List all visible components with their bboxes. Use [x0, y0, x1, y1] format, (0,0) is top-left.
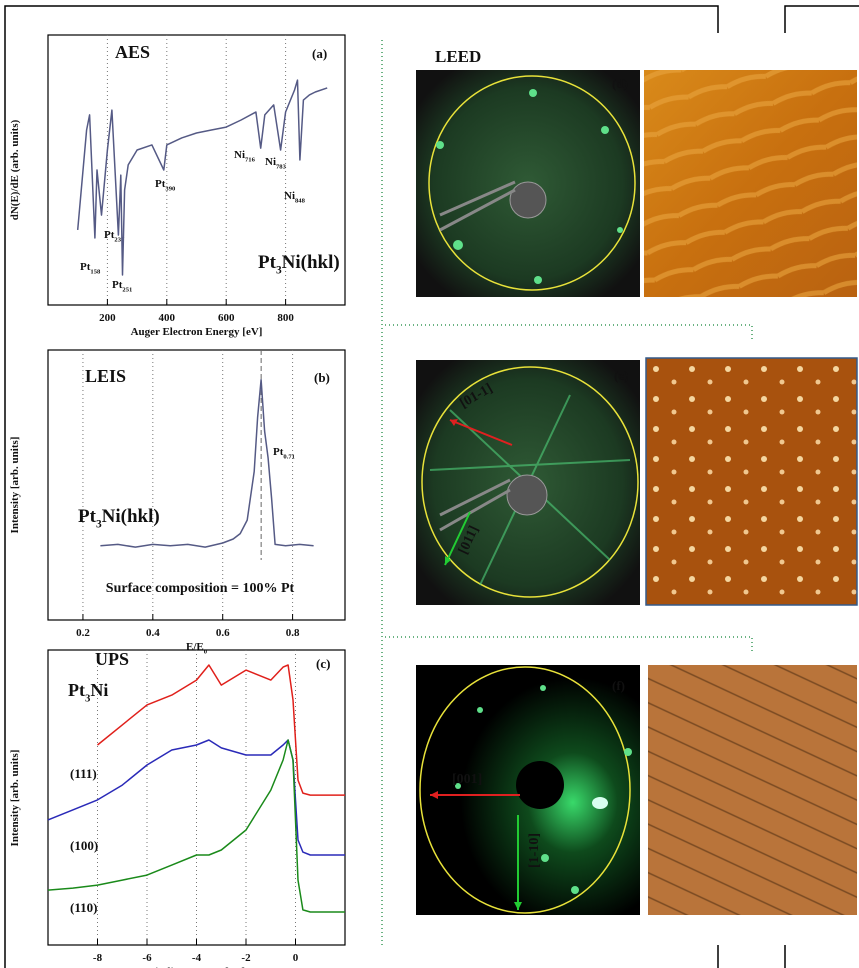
chart-title: AES — [115, 42, 150, 62]
annotation-part: Ni — [284, 190, 295, 202]
figure: LEED 200 400 600 800 Auger Electron Energy [… — [0, 0, 859, 968]
x-tick-label: 0.4 — [146, 627, 160, 639]
y-axis-label: Intensity [arb. units] — [9, 437, 21, 534]
x-tick-label: -2 — [241, 952, 251, 964]
annotation: Pt158 — [80, 261, 101, 275]
x-axis-label: Auger Electron Energy [eV] — [131, 326, 263, 338]
panel-label: (c) — [316, 656, 330, 671]
chart-title: UPS — [95, 649, 129, 669]
annotation-sub: 716 — [245, 156, 256, 163]
legend-label: (100) — [70, 838, 98, 853]
direction-label: [1-10] — [527, 833, 542, 868]
stm-image — [644, 70, 857, 297]
x-tick-label: -4 — [192, 952, 202, 964]
formula: Pt3Ni(hkl) — [258, 252, 340, 277]
panel-label: (e) — [614, 368, 628, 383]
annotation-part: Ni — [265, 156, 276, 168]
annotation: Pt390 — [155, 178, 176, 192]
x-axis-label: E/E0 — [186, 641, 208, 655]
annotation-part: Pt — [155, 178, 166, 190]
annotation-sub: 158 — [90, 268, 101, 275]
x-tick-label: 0.8 — [286, 627, 300, 639]
panel-label: (a) — [312, 46, 327, 61]
formula-part: Ni(hkl) — [102, 506, 160, 527]
separator — [385, 325, 752, 340]
stm-image — [648, 665, 857, 915]
note: Surface composition = 100% Pt — [106, 581, 295, 596]
formula-part: Pt — [68, 680, 85, 700]
annotation-part: Pt — [80, 261, 91, 273]
legend-label: (111) — [70, 766, 97, 781]
leed-title: LEED — [435, 47, 481, 66]
annotation-part: Ni — [234, 149, 245, 161]
plot-frame — [48, 350, 345, 620]
x-axis-label-part: E/E — [186, 641, 204, 653]
x-tick-label: 400 — [159, 312, 176, 324]
leed-image — [416, 70, 640, 297]
annotation-sub: 251 — [122, 286, 132, 293]
formula: Pt3Ni(hkl) — [78, 506, 160, 531]
formula-part: Pt — [78, 506, 97, 527]
formula-part: Ni(hkl) — [282, 252, 340, 273]
x-tick-label: 0.2 — [76, 627, 90, 639]
annotation: Pt0.71 — [273, 446, 295, 460]
x-tick-label: 600 — [218, 312, 235, 324]
y-axis-label: dN(E)/dE (arb. units) — [9, 119, 21, 220]
legend-label: (110) — [70, 900, 97, 915]
annotation: Pt251 — [112, 279, 132, 293]
x-axis-label-part: Auger Electron Energy [eV] — [131, 326, 263, 338]
annotation: Ni848 — [284, 190, 306, 204]
x-tick-label: -8 — [93, 952, 103, 964]
series-line — [78, 80, 328, 275]
x-tick-label: 200 — [99, 312, 116, 324]
annotation-sub: 390 — [165, 185, 176, 192]
frame — [718, 945, 785, 968]
chart-title: LEIS — [85, 366, 126, 386]
frame — [785, 6, 859, 33]
x-tick-label: 0 — [293, 952, 299, 964]
x-axis-label-sub: 0 — [204, 648, 208, 655]
annotation-sub: 848 — [295, 197, 306, 204]
panel-label: (f) — [612, 678, 625, 693]
stm-image — [646, 358, 857, 605]
y-axis-label: Intensity [arb. units] — [9, 750, 21, 847]
annotation-part: Pt — [112, 279, 123, 291]
separator — [385, 637, 752, 652]
x-tick-label: 0.6 — [216, 627, 230, 639]
annotation-part: Pt — [273, 446, 284, 458]
formula-part: Pt — [258, 252, 277, 273]
formula-part: Ni — [90, 680, 108, 700]
x-tick-label: -6 — [142, 952, 152, 964]
leed-image — [416, 360, 640, 605]
formula: Pt3Ni — [68, 680, 108, 704]
leed-image — [416, 665, 640, 915]
panel-label: (b) — [314, 370, 330, 385]
annotation-sub: 0.71 — [283, 453, 295, 460]
panel-label: (d) — [612, 76, 628, 91]
annotation: Ni716 — [234, 149, 256, 163]
direction-label: [001] — [452, 772, 482, 787]
x-tick-label: 800 — [277, 312, 294, 324]
annotation-part: Pt — [104, 229, 115, 241]
annotation: Ni783 — [265, 156, 287, 170]
annotation-sub: 783 — [276, 163, 287, 170]
